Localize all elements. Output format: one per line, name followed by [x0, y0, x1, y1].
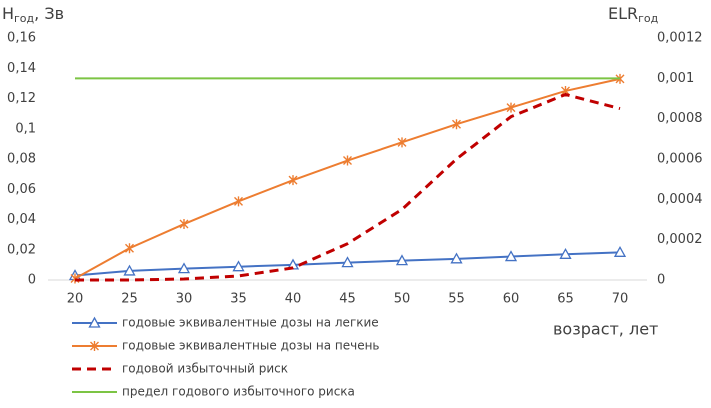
legend-label: годовые эквивалентные дозы на печень	[122, 339, 380, 353]
marker	[288, 175, 298, 186]
x-axis-title: возраст, лет	[553, 320, 658, 339]
marker	[506, 102, 516, 113]
y-tick-label: 0,08	[7, 152, 36, 167]
legend-label: предел годового избыточного риска	[122, 385, 355, 399]
y-tick-label: 0,06	[7, 182, 36, 197]
marker	[125, 243, 134, 254]
marker	[123, 264, 136, 276]
y-tick-label: 0	[28, 273, 36, 288]
x-tick-label: 40	[285, 292, 302, 307]
y-tick-label: 0,16	[7, 31, 36, 46]
x-tick-label: 70	[612, 292, 629, 307]
y2-tick-label: 0,001	[657, 71, 694, 86]
marker	[559, 247, 572, 259]
marker	[88, 316, 101, 328]
x-tick-label: 35	[230, 292, 247, 307]
x-tick-label: 20	[67, 292, 84, 307]
marker	[232, 260, 245, 272]
y-tick-label: 0,02	[7, 242, 36, 257]
marker	[343, 155, 352, 166]
marker	[234, 196, 243, 207]
y2-axis-title: ELRгод	[608, 4, 659, 26]
series-line	[75, 92, 621, 282]
marker	[177, 262, 191, 274]
x-tick-label: 45	[339, 292, 356, 307]
y-tick-label: 0,04	[7, 212, 36, 227]
marker	[613, 245, 627, 257]
x-tick-label: 25	[121, 292, 138, 307]
marker	[341, 256, 354, 268]
y2-tick-label: 0,0008	[657, 111, 703, 126]
marker	[504, 250, 518, 262]
marker	[397, 137, 407, 148]
x-tick-label: 65	[557, 292, 574, 307]
marker	[179, 219, 189, 230]
y2-tick-label: 0,0004	[657, 192, 703, 207]
series-line	[74, 77, 621, 280]
marker	[450, 252, 463, 264]
marker	[452, 119, 461, 130]
y-tick-label: 0,1	[15, 121, 36, 136]
marker	[395, 254, 409, 266]
y-axis-title: Hгод, Зв	[2, 4, 64, 26]
y-tick-label: 0,14	[7, 61, 36, 76]
marker	[90, 341, 99, 351]
x-tick-label: 30	[176, 292, 193, 307]
legend-label: годовой избыточный риск	[122, 362, 288, 376]
x-tick-label: 60	[503, 292, 520, 307]
y2-tick-label: 0,0012	[657, 31, 703, 46]
y2-tick-label: 0	[657, 273, 665, 288]
y2-tick-label: 0,0002	[657, 232, 703, 247]
legend-label: годовые эквивалентные дозы на легкие	[122, 316, 379, 330]
y2-tick-label: 0,0006	[657, 152, 703, 167]
x-tick-label: 50	[394, 292, 411, 307]
y-tick-label: 0,12	[7, 91, 36, 106]
x-tick-label: 55	[448, 292, 465, 307]
